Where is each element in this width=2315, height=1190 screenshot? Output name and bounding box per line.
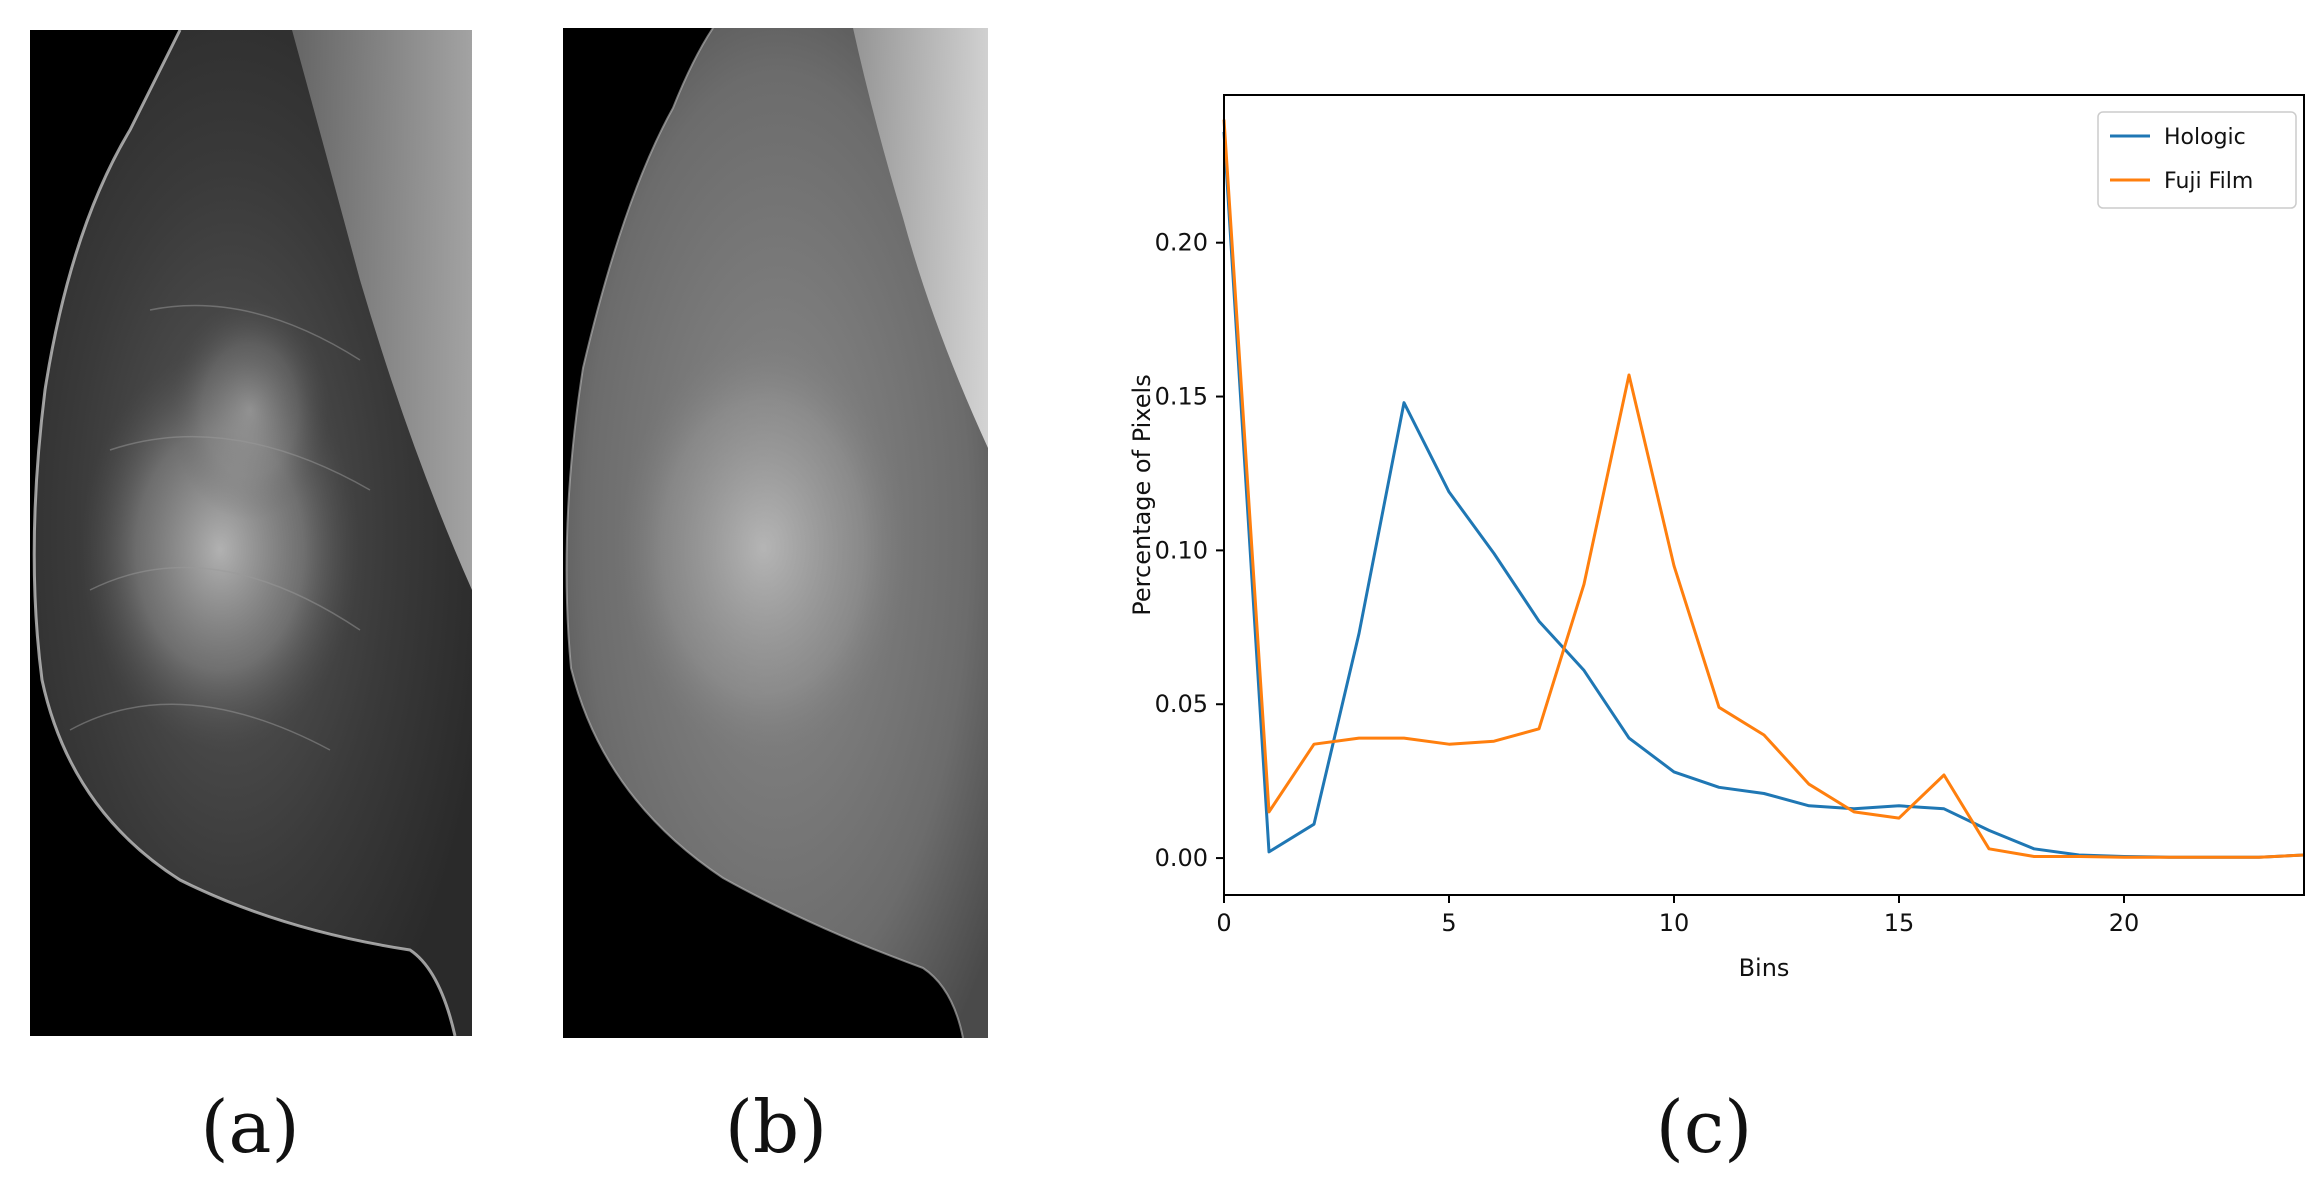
x-tick-label: 5 xyxy=(1441,909,1456,937)
y-tick-label: 0.20 xyxy=(1155,229,1208,257)
legend-label-hologic: Hologic xyxy=(2164,125,2246,150)
series-line-fuji-film xyxy=(1222,119,2305,859)
legend-label-fuji-film: Fuji Film xyxy=(2164,169,2253,194)
panel-caption-c: (c) xyxy=(1655,1085,1753,1169)
x-axis-label: Bins xyxy=(1739,954,1790,980)
y-tick-label: 0.15 xyxy=(1155,383,1208,411)
x-tick-label: 15 xyxy=(1884,909,1915,937)
mammogram-image-a xyxy=(30,30,472,1036)
x-tick-label: 20 xyxy=(2109,909,2140,937)
histogram-line-chart: 0.00 0.05 0.10 0.15 0.20 0 5 10 15 20 Bins Perce… xyxy=(1128,94,2305,980)
y-tick-label: 0.05 xyxy=(1155,690,1208,718)
series-line-hologic xyxy=(1222,131,2305,859)
y-tick-label: 0.10 xyxy=(1155,536,1208,564)
y-axis-label: Percentage of Pixels xyxy=(1128,374,1156,615)
y-axis-ticks: 0.00 0.05 0.10 0.15 0.20 xyxy=(1155,229,1224,872)
x-tick-label: 0 xyxy=(1216,909,1231,937)
axes-frame xyxy=(1223,94,2305,896)
y-tick-label: 0.00 xyxy=(1155,844,1208,872)
x-axis-ticks: 0 5 10 15 20 xyxy=(1216,895,2139,937)
panel-caption-a: (a) xyxy=(200,1085,300,1169)
series-layer xyxy=(1222,119,2305,859)
panel-caption-b: (b) xyxy=(724,1085,828,1169)
legend: Hologic Fuji Film xyxy=(2097,111,2297,209)
mammogram-image-b xyxy=(563,28,988,1038)
x-tick-label: 10 xyxy=(1659,909,1690,937)
